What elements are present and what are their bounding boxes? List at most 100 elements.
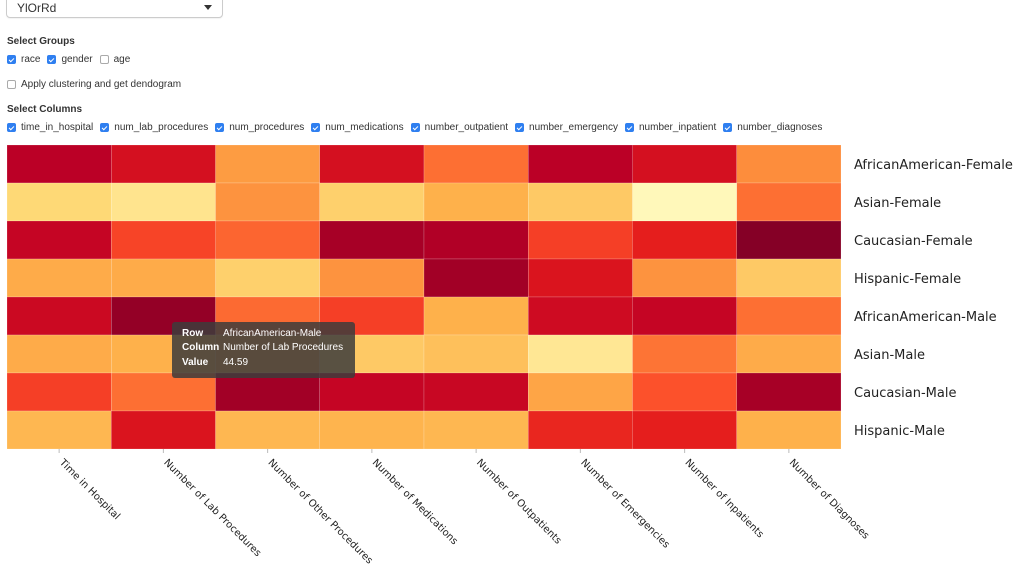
- column-checkbox-label: number_inpatient: [638, 122, 717, 133]
- heatmap-cell[interactable]: [111, 372, 216, 412]
- heatmap-cell[interactable]: [423, 258, 529, 298]
- heatmap-cell[interactable]: [736, 220, 842, 260]
- column-checkbox-time-in-hospital[interactable]: time_in_hospital: [7, 122, 93, 133]
- heatmap-cell[interactable]: [736, 372, 842, 412]
- checkbox-icon[interactable]: [624, 123, 634, 132]
- heatmap-cell[interactable]: [632, 410, 737, 450]
- column-checkbox-number-outpatient[interactable]: number_outpatient: [410, 122, 509, 133]
- heatmap-cell[interactable]: [736, 182, 842, 222]
- heatmap-cell[interactable]: [319, 258, 425, 298]
- heatmap-cell[interactable]: [632, 182, 737, 222]
- heatmap-cell[interactable]: [111, 220, 216, 260]
- column-checkbox-num-medications[interactable]: num_medications: [311, 122, 404, 133]
- heatmap-cell[interactable]: [215, 144, 320, 184]
- heatmap-cell[interactable]: [6, 410, 112, 450]
- heatmap-cell[interactable]: [528, 258, 633, 298]
- heatmap-cell[interactable]: [423, 220, 529, 260]
- heatmap-cell[interactable]: [632, 296, 737, 336]
- heatmap-cell[interactable]: [632, 258, 737, 298]
- heatmap-cell[interactable]: [528, 334, 633, 374]
- heatmap-cell[interactable]: [423, 334, 529, 374]
- checkbox-icon[interactable]: [47, 55, 57, 64]
- heatmap-cell[interactable]: [6, 334, 112, 374]
- heatmap-cell[interactable]: [6, 258, 112, 298]
- heatmap-cell[interactable]: [111, 410, 216, 450]
- heatmap-cell[interactable]: [528, 182, 633, 222]
- heatmap-cell[interactable]: [423, 372, 529, 412]
- group-checkbox-race[interactable]: race: [7, 54, 40, 65]
- heatmap-cell[interactable]: [423, 296, 529, 336]
- heatmap-cell[interactable]: [215, 182, 320, 222]
- checkbox-icon[interactable]: [723, 123, 733, 132]
- heatmap-cell[interactable]: [6, 220, 112, 260]
- heatmap-cell[interactable]: [319, 410, 425, 450]
- heatmap-cell[interactable]: [736, 296, 842, 336]
- heatmap-cell[interactable]: [6, 296, 112, 336]
- heatmap-cell[interactable]: [6, 144, 112, 184]
- y-row-label: Hispanic-Male: [854, 424, 945, 439]
- y-row-label: Asian-Female: [854, 196, 941, 211]
- caret-down-icon: [204, 5, 212, 10]
- heatmap-cell[interactable]: [6, 182, 112, 222]
- group-checkbox-label: gender: [61, 54, 93, 65]
- checkbox-icon[interactable]: [7, 55, 16, 64]
- column-checkbox-label: num_lab_procedures: [114, 122, 209, 133]
- checkbox-icon[interactable]: [100, 123, 110, 132]
- palette-select[interactable]: YlOrRd: [6, 0, 223, 18]
- heatmap-cell[interactable]: [319, 182, 425, 222]
- heatmap-cell[interactable]: [423, 410, 529, 450]
- heatmap-cell[interactable]: [528, 220, 633, 260]
- column-checkbox-num-lab-procedures[interactable]: num_lab_procedures: [100, 122, 208, 133]
- heatmap-cell[interactable]: [736, 410, 842, 450]
- heatmap-cell[interactable]: [215, 410, 320, 450]
- column-checkbox-number-emergency[interactable]: number_emergency: [515, 122, 618, 133]
- group-checkbox-gender[interactable]: gender: [47, 54, 93, 65]
- heatmap-cell[interactable]: [632, 372, 737, 412]
- checkbox-icon[interactable]: [311, 123, 321, 132]
- group-checkbox-age[interactable]: age: [99, 54, 130, 65]
- heatmap-cell[interactable]: [632, 334, 737, 374]
- column-checkbox-label: time_in_hospital: [21, 122, 94, 133]
- heatmap-cell[interactable]: [319, 372, 425, 412]
- checkbox-icon[interactable]: [99, 55, 109, 64]
- heatmap-cell[interactable]: [6, 372, 112, 412]
- heatmap-cell[interactable]: [632, 144, 737, 184]
- heatmap-cell[interactable]: [111, 144, 216, 184]
- heatmap-cell[interactable]: [111, 258, 216, 298]
- heatmap-cell[interactable]: [528, 372, 633, 412]
- heatmap-cell[interactable]: [736, 258, 842, 298]
- heatmap-cell[interactable]: [528, 296, 633, 336]
- heatmap-cell[interactable]: [736, 144, 842, 184]
- x-tick-label: Number of Other Procedures: [266, 457, 375, 566]
- heatmap-cell[interactable]: [423, 144, 529, 184]
- tooltip-value-line: Value 44.59: [182, 355, 345, 370]
- column-checkbox-number-inpatient[interactable]: number_inpatient: [624, 122, 717, 133]
- checkbox-icon[interactable]: [7, 80, 16, 89]
- heatmap-cell[interactable]: [319, 220, 425, 260]
- tooltip-column-value: Number of Lab Procedures: [223, 342, 344, 354]
- heatmap-cell[interactable]: [528, 410, 633, 450]
- column-checkbox-number-diagnoses[interactable]: number_diagnoses: [723, 122, 822, 133]
- heatmap-cell[interactable]: [736, 334, 842, 374]
- heatmap-cell[interactable]: [423, 182, 529, 222]
- clustering-checkbox[interactable]: Apply clustering and get dendogram: [7, 79, 181, 90]
- checkbox-icon[interactable]: [515, 123, 525, 132]
- heatmap-cell[interactable]: [215, 372, 320, 412]
- checkbox-icon[interactable]: [410, 123, 420, 132]
- checkbox-icon[interactable]: [7, 123, 16, 132]
- heatmap-cell[interactable]: [215, 220, 320, 260]
- column-checkbox-label: number_emergency: [529, 122, 618, 133]
- column-checkbox-label: number_outpatient: [424, 122, 509, 133]
- column-checkbox-num-procedures[interactable]: num_procedures: [215, 122, 304, 133]
- tooltip-row-line: Row AfricanAmerican-Male: [182, 326, 345, 341]
- checkbox-icon[interactable]: [215, 123, 225, 132]
- heatmap-cell[interactable]: [215, 258, 320, 298]
- heatmap-cell[interactable]: [111, 182, 216, 222]
- heatmap-cell[interactable]: [632, 220, 737, 260]
- heatmap-cell[interactable]: [319, 144, 425, 184]
- clustering-checkbox-label: Apply clustering and get dendogram: [21, 79, 182, 90]
- palette-select-value: YlOrRd: [17, 1, 57, 15]
- tooltip-column-key: Column: [182, 342, 220, 354]
- heatmap-cell[interactable]: [528, 144, 633, 184]
